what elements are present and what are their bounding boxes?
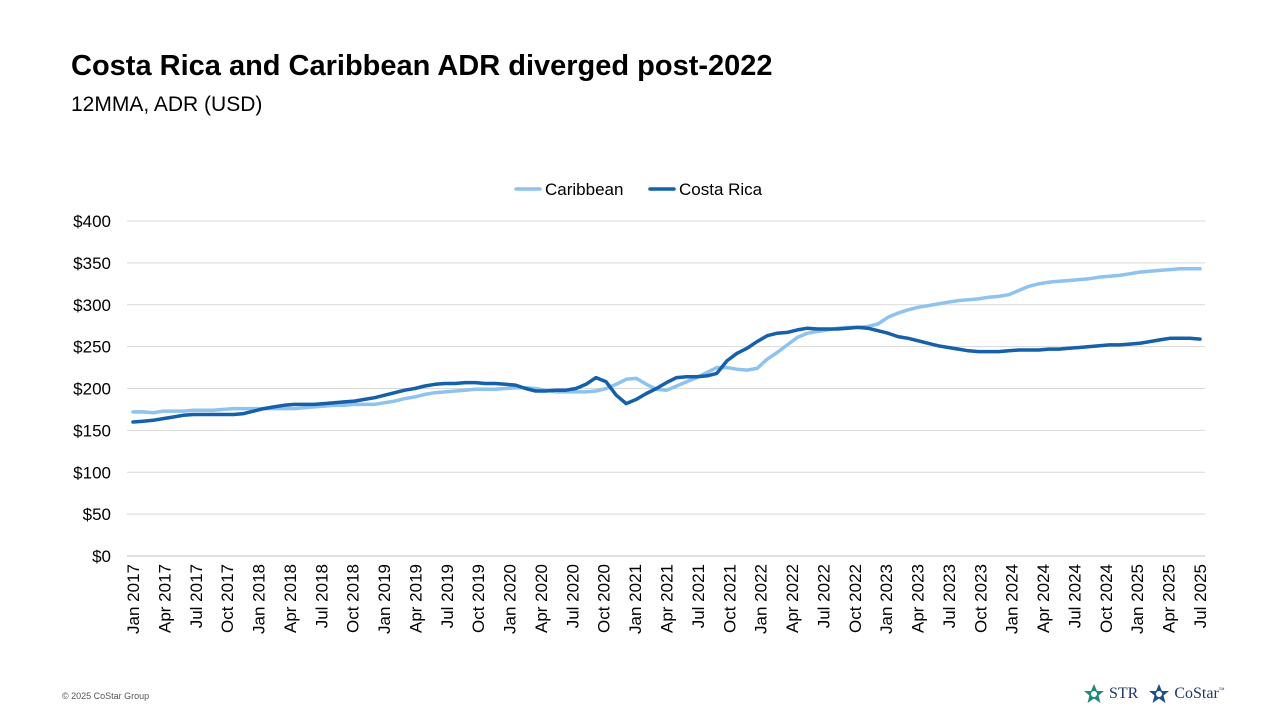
x-tick-label: Jan 2021 xyxy=(626,564,645,634)
x-tick-label: Jul 2017 xyxy=(187,564,206,628)
footer-logos: STR CoStar™ xyxy=(1083,683,1225,705)
x-tick-label: Jan 2022 xyxy=(752,564,771,634)
legend-label-costa-rica: Costa Rica xyxy=(679,180,763,199)
x-tick-label: Oct 2017 xyxy=(218,564,237,633)
costar-logo-name: CoStar xyxy=(1174,685,1219,702)
x-tick-label: Jul 2025 xyxy=(1191,564,1210,628)
x-tick-label: Jan 2017 xyxy=(124,564,143,634)
str-mark-icon xyxy=(1084,684,1104,703)
x-tick-label: Jul 2024 xyxy=(1065,564,1084,628)
costar-logo: CoStar™ xyxy=(1148,683,1225,705)
series-line-costa-rica xyxy=(131,325,1202,424)
legend: Caribbean Costa Rica xyxy=(514,180,763,199)
series-line-caribbean xyxy=(131,266,1202,415)
x-tick-label: Apr 2017 xyxy=(155,564,174,633)
x-tick-label: Jul 2018 xyxy=(312,564,331,628)
costar-logo-text: CoStar™ xyxy=(1174,685,1224,703)
series-lines xyxy=(131,266,1202,424)
y-tick-label: $300 xyxy=(73,296,111,315)
x-tick-label: Oct 2024 xyxy=(1097,564,1116,633)
y-tick-label: $0 xyxy=(92,547,111,566)
x-tick-label: Jul 2022 xyxy=(814,564,833,628)
y-tick-label: $50 xyxy=(83,505,111,524)
x-tick-label: Oct 2023 xyxy=(971,564,990,633)
y-tick-label: $150 xyxy=(73,421,111,440)
x-tick-label: Jan 2020 xyxy=(501,564,520,634)
costar-mark-icon xyxy=(1149,684,1170,703)
str-logo-text: STR xyxy=(1109,685,1139,702)
gridlines xyxy=(127,220,1205,557)
x-tick-label: Apr 2018 xyxy=(281,564,300,633)
x-tick-label: Oct 2022 xyxy=(846,564,865,633)
page-subtitle: 12MMA, ADR (USD) xyxy=(71,93,263,116)
x-tick-label: Apr 2025 xyxy=(1160,564,1179,633)
y-tick-label: $350 xyxy=(73,254,111,273)
x-tick-label: Apr 2019 xyxy=(406,564,425,633)
str-logo: STR xyxy=(1083,683,1138,705)
x-tick-label: Apr 2023 xyxy=(909,564,928,633)
y-tick-label: $250 xyxy=(73,338,111,357)
copyright-text: © 2025 CoStar Group xyxy=(62,691,150,701)
x-tick-label: Jul 2020 xyxy=(563,564,582,628)
x-tick-label: Oct 2019 xyxy=(469,564,488,633)
y-axis: $0 $50 $100 $150 $200 $250 $300 $350 $400 xyxy=(73,212,111,566)
x-tick-label: Oct 2021 xyxy=(720,564,739,633)
y-tick-label: $200 xyxy=(73,380,111,399)
x-tick-label: Apr 2021 xyxy=(658,564,677,633)
x-tick-label: Apr 2022 xyxy=(783,564,802,633)
x-tick-label: Jul 2023 xyxy=(940,564,959,628)
y-tick-label: $400 xyxy=(73,212,111,231)
y-tick-label: $100 xyxy=(73,463,111,482)
x-tick-label: Oct 2018 xyxy=(344,564,363,633)
x-tick-label: Oct 2020 xyxy=(595,564,614,633)
x-tick-label: Apr 2024 xyxy=(1034,564,1053,633)
x-axis: Jan 2017 Apr 2017 Jul 2017 Oct 2017 Jan 2018… xyxy=(124,564,1210,634)
x-tick-label: Jan 2019 xyxy=(375,564,394,634)
x-tick-label: Jan 2024 xyxy=(1003,564,1022,634)
x-tick-label: Apr 2020 xyxy=(532,564,551,633)
x-tick-label: Jul 2021 xyxy=(689,564,708,628)
page-title: Costa Rica and Caribbean ADR diverged po… xyxy=(71,50,773,82)
costar-trademark: ™ xyxy=(1218,687,1225,694)
x-tick-label: Jan 2025 xyxy=(1128,564,1147,634)
x-tick-label: Jan 2018 xyxy=(250,564,269,634)
x-tick-label: Jan 2023 xyxy=(877,564,896,634)
x-tick-label: Jul 2019 xyxy=(438,564,457,628)
legend-label-caribbean: Caribbean xyxy=(545,180,623,199)
